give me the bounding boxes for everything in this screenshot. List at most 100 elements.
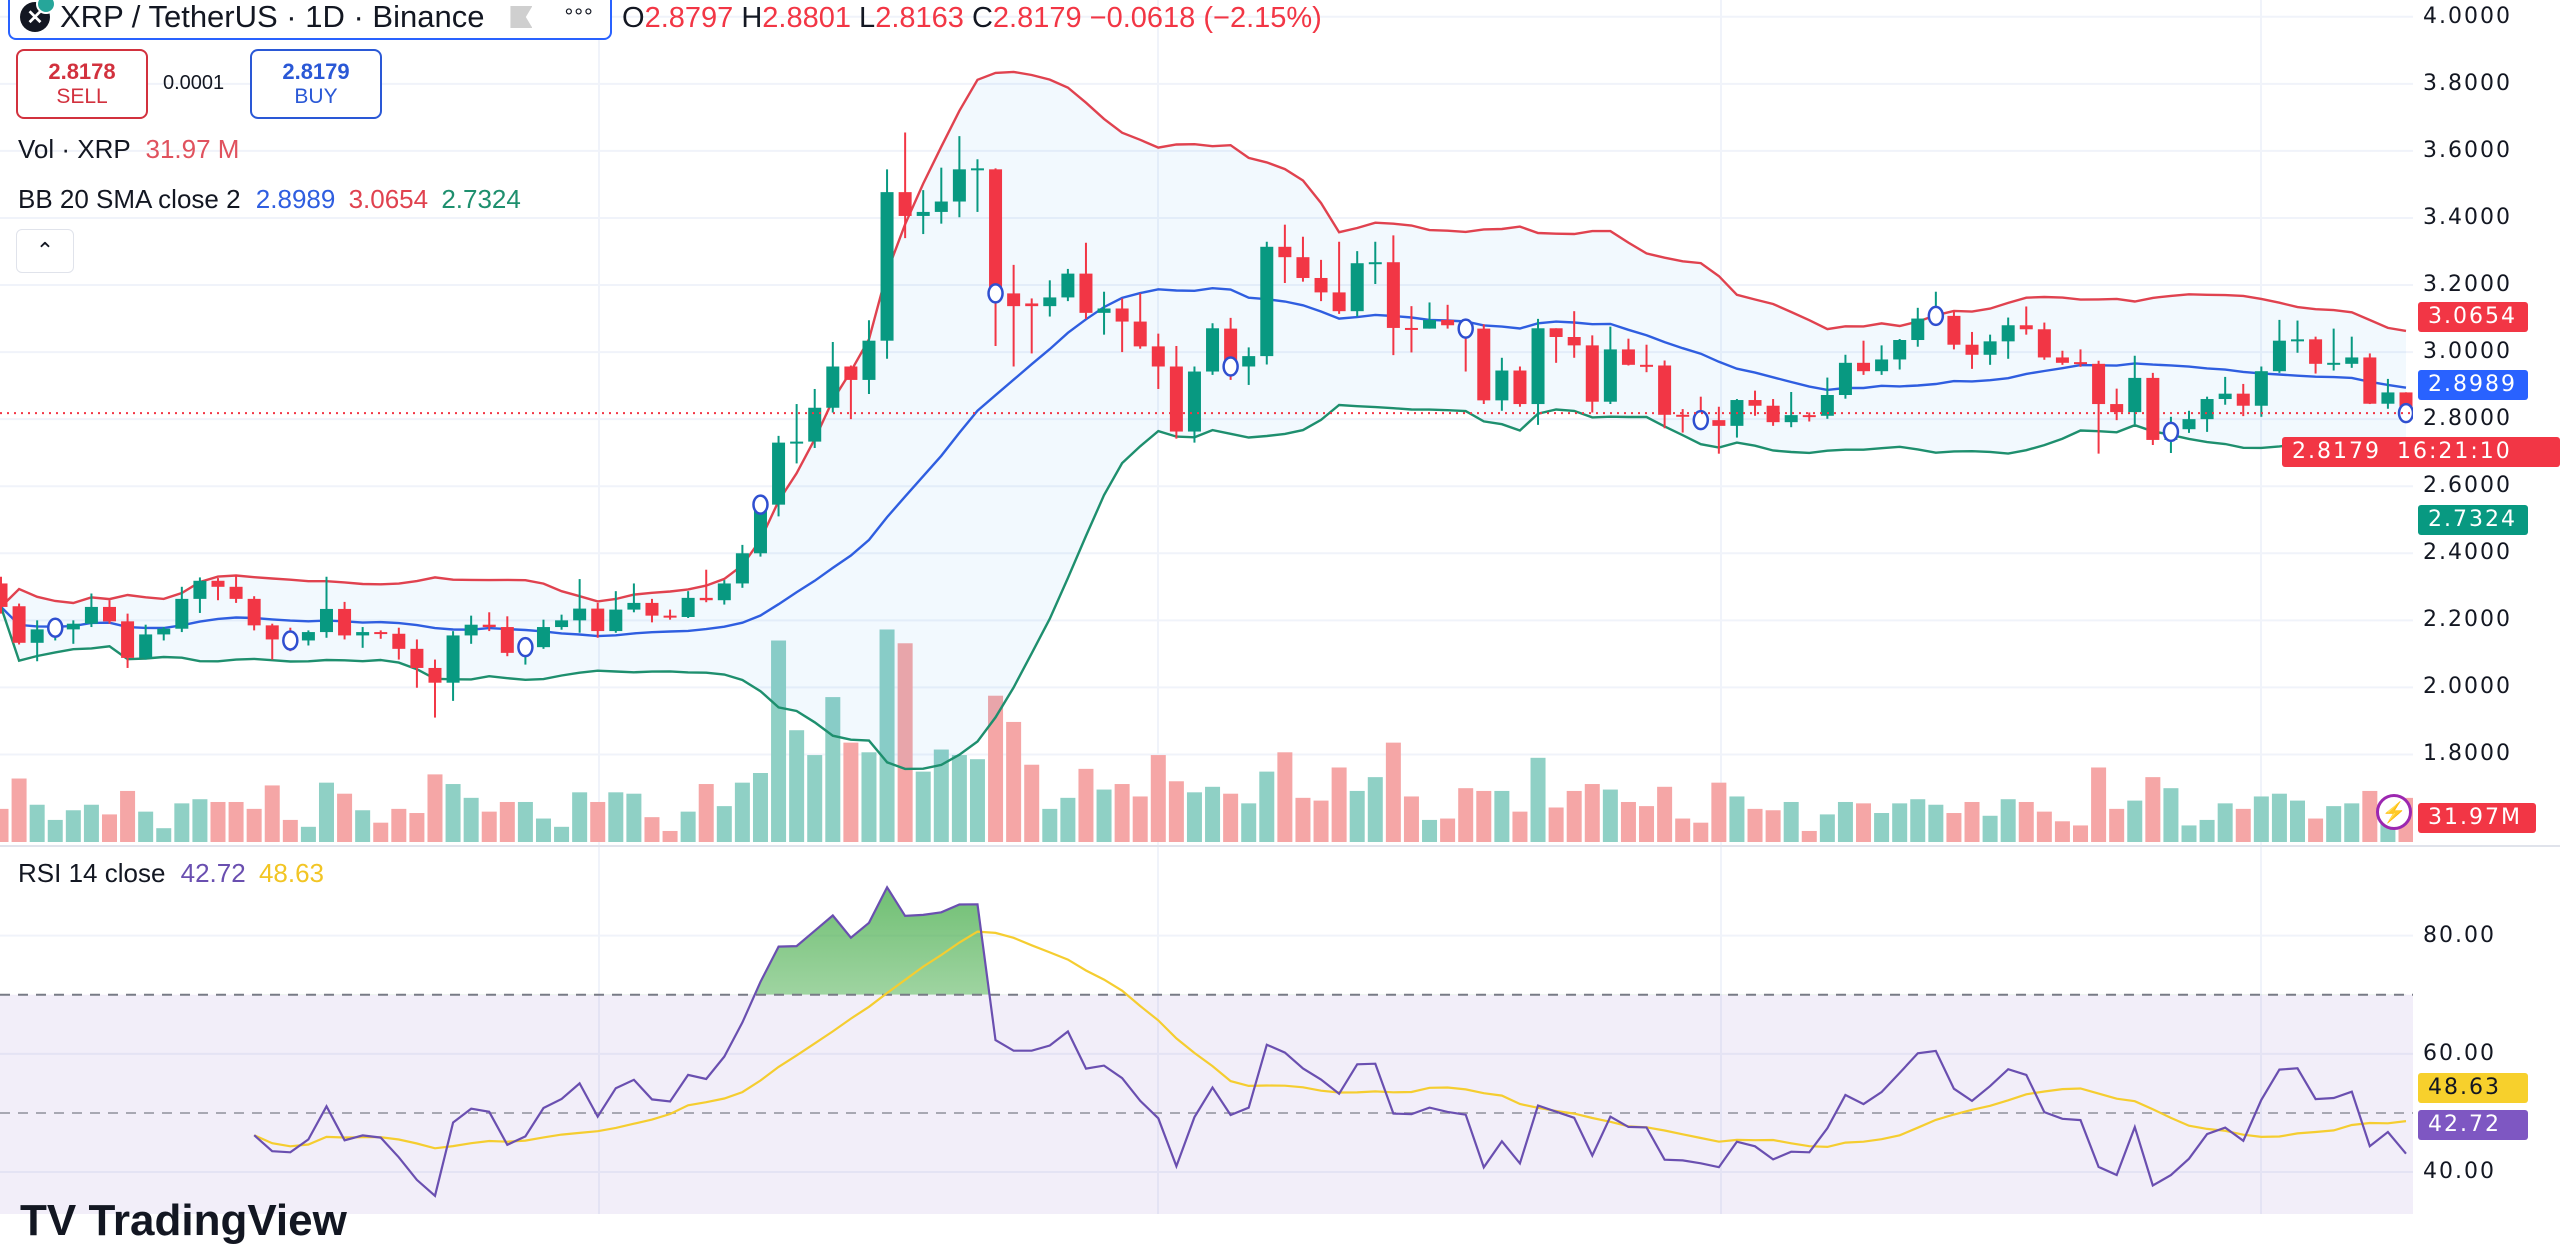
candle-body [1133,321,1147,347]
candle [1893,339,1907,370]
volume-bar [1530,757,1546,842]
pane-divider[interactable] [0,845,2560,847]
bb-lower-price-tag: 2.7324 [2418,505,2528,535]
sell-price: 2.8178 [48,59,116,84]
candle [2055,350,2069,365]
candle-body [1748,400,1762,406]
candle [30,620,44,662]
volume-bar [608,792,624,842]
candle [2146,372,2160,445]
volume-tag: 31.97M [2418,803,2536,833]
candle-body [989,169,1003,294]
candle-body [862,340,876,380]
candle [338,601,352,640]
candle-body [1423,319,1437,329]
symbol-title[interactable]: XRP / TetherUS · 1D · Binance [60,0,485,34]
chevron-up-icon: ⌃ [35,238,55,263]
candle-body [356,632,370,636]
candle-body [1169,366,1183,432]
volume-bar [29,804,45,842]
signal-marker [46,617,64,638]
candle-body [591,608,605,632]
signal-marker [517,636,534,658]
price-tick-label: 2.6000 [2423,473,2512,499]
candle-body [139,634,153,658]
lightning-icon[interactable]: ⚡ [2376,794,2412,830]
candle-body [2345,357,2359,364]
flag-icon[interactable] [510,6,533,28]
candle [1947,310,1961,350]
candle-body [410,648,424,668]
rsi-band [0,994,2413,1214]
volume-bar [373,822,389,842]
candle [2110,388,2124,421]
candle [1260,241,1274,365]
more-options-icon[interactable]: °°° [564,4,594,29]
candle-body [500,627,514,653]
price-tick-label: 3.6000 [2423,137,2512,163]
candle [1820,377,1834,419]
candle [247,596,261,631]
candle-body [1676,414,1690,417]
volume-bar [1096,789,1112,842]
volume-bar [1765,810,1781,842]
volume-bar [210,801,226,842]
candle [1965,331,1979,369]
candle-body [1875,359,1889,372]
candle [2236,383,2250,417]
volume-bar [1657,786,1673,842]
volume-bar [1150,755,1166,842]
volume-bar [969,759,985,842]
candle-body [2019,325,2033,330]
candle-body [898,192,912,216]
signal-marker [1927,305,1945,327]
volume-bar [156,828,172,842]
candle-body [211,580,225,587]
candle [772,435,786,517]
candle-body [1531,328,1545,405]
candle-body [2146,377,2160,440]
high-value: 2.8801 [762,2,851,34]
price-tick-label: 2.4000 [2423,540,2512,566]
candle-body [1007,293,1021,307]
candle [591,602,605,638]
candle [1314,259,1328,302]
candle [1386,235,1400,356]
volume-legend[interactable]: Vol · XRP 31.97 M [18,134,239,165]
symbol-title-box[interactable]: ✕ XRP / TetherUS · 1D · Binance °°° [8,0,612,40]
candle-body [2128,377,2142,413]
candle-body [699,597,713,601]
candle [1477,324,1491,405]
candle-body [1278,246,1292,258]
buy-button[interactable]: 2.8179 BUY [250,49,382,119]
volume-bar [897,643,913,842]
candle [1206,323,1220,375]
candle-body [1332,292,1346,312]
candle-body [1043,297,1057,307]
rsi-legend[interactable]: RSI 14 close 42.72 48.63 [18,858,324,889]
sell-button[interactable]: 2.8178 SELL [16,49,148,119]
candle-body [247,598,261,626]
candle-body [193,580,207,599]
volume-bar [1982,815,1998,842]
candle [1187,366,1201,443]
candle [374,630,388,639]
candle [880,169,894,359]
candle-body [2182,419,2196,430]
bollinger-legend[interactable]: BB 20 SMA close 2 2.8989 3.0654 2.7324 [18,184,521,215]
close-value: 2.8179 [992,2,1082,34]
chart-canvas[interactable] [0,0,2560,1214]
volume-bar [861,752,877,842]
volume-bar [427,774,443,842]
volume-bar [2163,788,2179,842]
volume-bar [1566,790,1582,842]
volume-bar [1747,808,1763,842]
candle-body [102,606,116,622]
price-tick-label: 1.8000 [2423,741,2512,767]
collapse-legend-button[interactable]: ⌃ [16,229,74,273]
volume-bar [1693,822,1709,842]
candle [1911,307,1925,347]
candle-body [66,623,80,630]
candle [1676,409,1690,433]
candle [102,600,116,624]
